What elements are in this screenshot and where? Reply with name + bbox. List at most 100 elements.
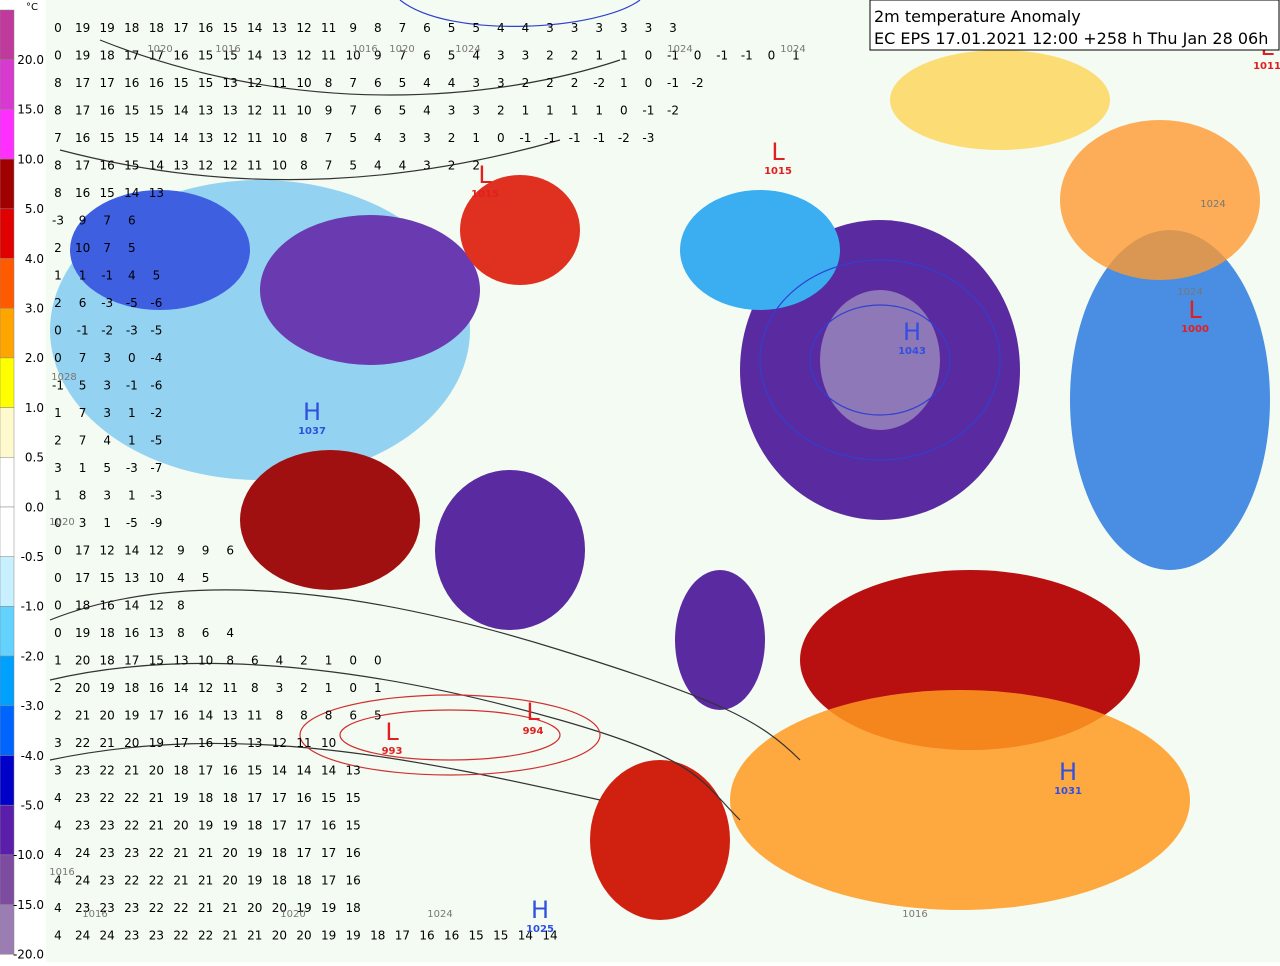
temperature-value: 13 (223, 104, 238, 118)
temperature-value: 19 (321, 929, 336, 943)
colorbar-swatch (0, 804, 15, 856)
temperature-value: 13 (173, 159, 188, 173)
temperature-value: 14 (124, 544, 139, 558)
colorbar-swatch (0, 904, 15, 955)
temperature-value: 11 (247, 709, 262, 723)
temperature-value: 7 (325, 131, 333, 145)
temperature-value: 20 (124, 736, 139, 750)
temperature-value: 13 (272, 21, 287, 35)
map-area (46, 0, 1280, 962)
temperature-value: -6 (150, 379, 162, 393)
temperature-value: -2 (667, 104, 679, 118)
temperature-value: -3 (52, 214, 64, 228)
temperature-value: 17 (75, 544, 90, 558)
temperature-value: 14 (272, 764, 287, 778)
isobar (49, 589, 801, 761)
temperature-value: 17 (149, 709, 164, 723)
temperature-value: 17 (173, 21, 188, 35)
temperature-value: 6 (202, 626, 210, 640)
temperature-value: 16 (173, 49, 188, 63)
temperature-value: 9 (79, 214, 87, 228)
temperature-value: 2 (546, 49, 554, 63)
temperature-value: 13 (198, 104, 213, 118)
temperature-value: 3 (497, 76, 505, 90)
temperature-value: 21 (198, 874, 213, 888)
temperature-value: 0 (54, 516, 62, 530)
temperature-value: 8 (54, 104, 62, 118)
warm-core (590, 760, 730, 920)
temperature-value: 17 (272, 819, 287, 833)
temperature-value: 0 (620, 104, 628, 118)
isobar-label: 1024 (667, 44, 692, 55)
temperature-value: 14 (321, 764, 336, 778)
temperature-value: 21 (75, 709, 90, 723)
temperature-value: -1 (52, 379, 64, 393)
temperature-value: 17 (75, 159, 90, 173)
colorbar-swatch (0, 9, 15, 60)
temperature-value: 10 (346, 49, 361, 63)
temperature-value: 7 (54, 131, 62, 145)
colorbar-swatch (0, 307, 15, 359)
temperature-value: 15 (198, 49, 213, 63)
temperature-value: 8 (177, 599, 185, 613)
temperature-value: 1 (128, 434, 136, 448)
temperature-value: 5 (202, 571, 210, 585)
temperature-value: 6 (423, 21, 431, 35)
isobar (59, 139, 561, 181)
temperature-value: 14 (247, 49, 262, 63)
temperature-value: 0 (645, 76, 653, 90)
temperature-value: 7 (399, 49, 407, 63)
temperature-value: 14 (296, 764, 311, 778)
colorbar-label: 4.0 (25, 252, 44, 266)
temperature-value: 3 (546, 21, 554, 35)
temperature-value: 1 (522, 104, 530, 118)
temperature-value: 0 (349, 681, 357, 695)
temperature-value: -1 (519, 131, 531, 145)
isobar-label: 1020 (147, 44, 172, 55)
temperature-value: 15 (173, 76, 188, 90)
temperature-value: 10 (296, 104, 311, 118)
isobar-label: 1016 (215, 44, 240, 55)
temperature-value: 21 (223, 901, 238, 915)
temperature-value: -1 (716, 49, 728, 63)
temperature-value: 23 (100, 874, 115, 888)
temperature-value: 21 (198, 901, 213, 915)
temperature-value: 21 (124, 764, 139, 778)
colorbar-label: 0.0 (25, 500, 44, 514)
cold-core (435, 470, 585, 630)
temperature-value: 18 (296, 874, 311, 888)
temperature-value: 14 (149, 131, 164, 145)
temperature-value: 20 (272, 929, 287, 943)
temperature-value: 6 (226, 544, 234, 558)
temperature-value: 4 (399, 159, 407, 173)
temperature-value: 18 (100, 626, 115, 640)
temperature-value: 15 (149, 104, 164, 118)
temperature-value: 4 (423, 104, 431, 118)
colorbar-swatch (0, 208, 15, 259)
temperature-value: 18 (272, 874, 287, 888)
temperature-value: 11 (247, 159, 262, 173)
temperature-value: 6 (251, 654, 259, 668)
temperature-value: 3 (645, 21, 653, 35)
temperature-value: 16 (444, 929, 459, 943)
temperature-value: 23 (124, 901, 139, 915)
isobar-labels: 1020 1016 1016 1020 1024 1024 1024102810241020… (49, 44, 1225, 920)
temperature-value: 3 (423, 159, 431, 173)
temperature-value: 2 (571, 76, 579, 90)
temperature-value: 8 (325, 709, 333, 723)
temperature-value: -6 (150, 296, 162, 310)
temperature-value: 12 (247, 76, 262, 90)
pressure-value: 1011 (1253, 61, 1280, 72)
temperature-value: 21 (173, 874, 188, 888)
temperature-value: 11 (321, 49, 336, 63)
temperature-value: 2 (472, 159, 480, 173)
temperature-value: 1 (374, 681, 382, 695)
temperature-value: 1 (595, 104, 603, 118)
pressure-systems: L1015L1015H1043H1037L993L994H1025L1000H1… (298, 33, 1280, 935)
temperature-value: 18 (149, 21, 164, 35)
temperature-value: 20 (100, 709, 115, 723)
colorbar-label: -0.5 (21, 550, 44, 564)
temperature-value: 3 (103, 406, 111, 420)
colorbar-label: -5.0 (21, 799, 44, 813)
